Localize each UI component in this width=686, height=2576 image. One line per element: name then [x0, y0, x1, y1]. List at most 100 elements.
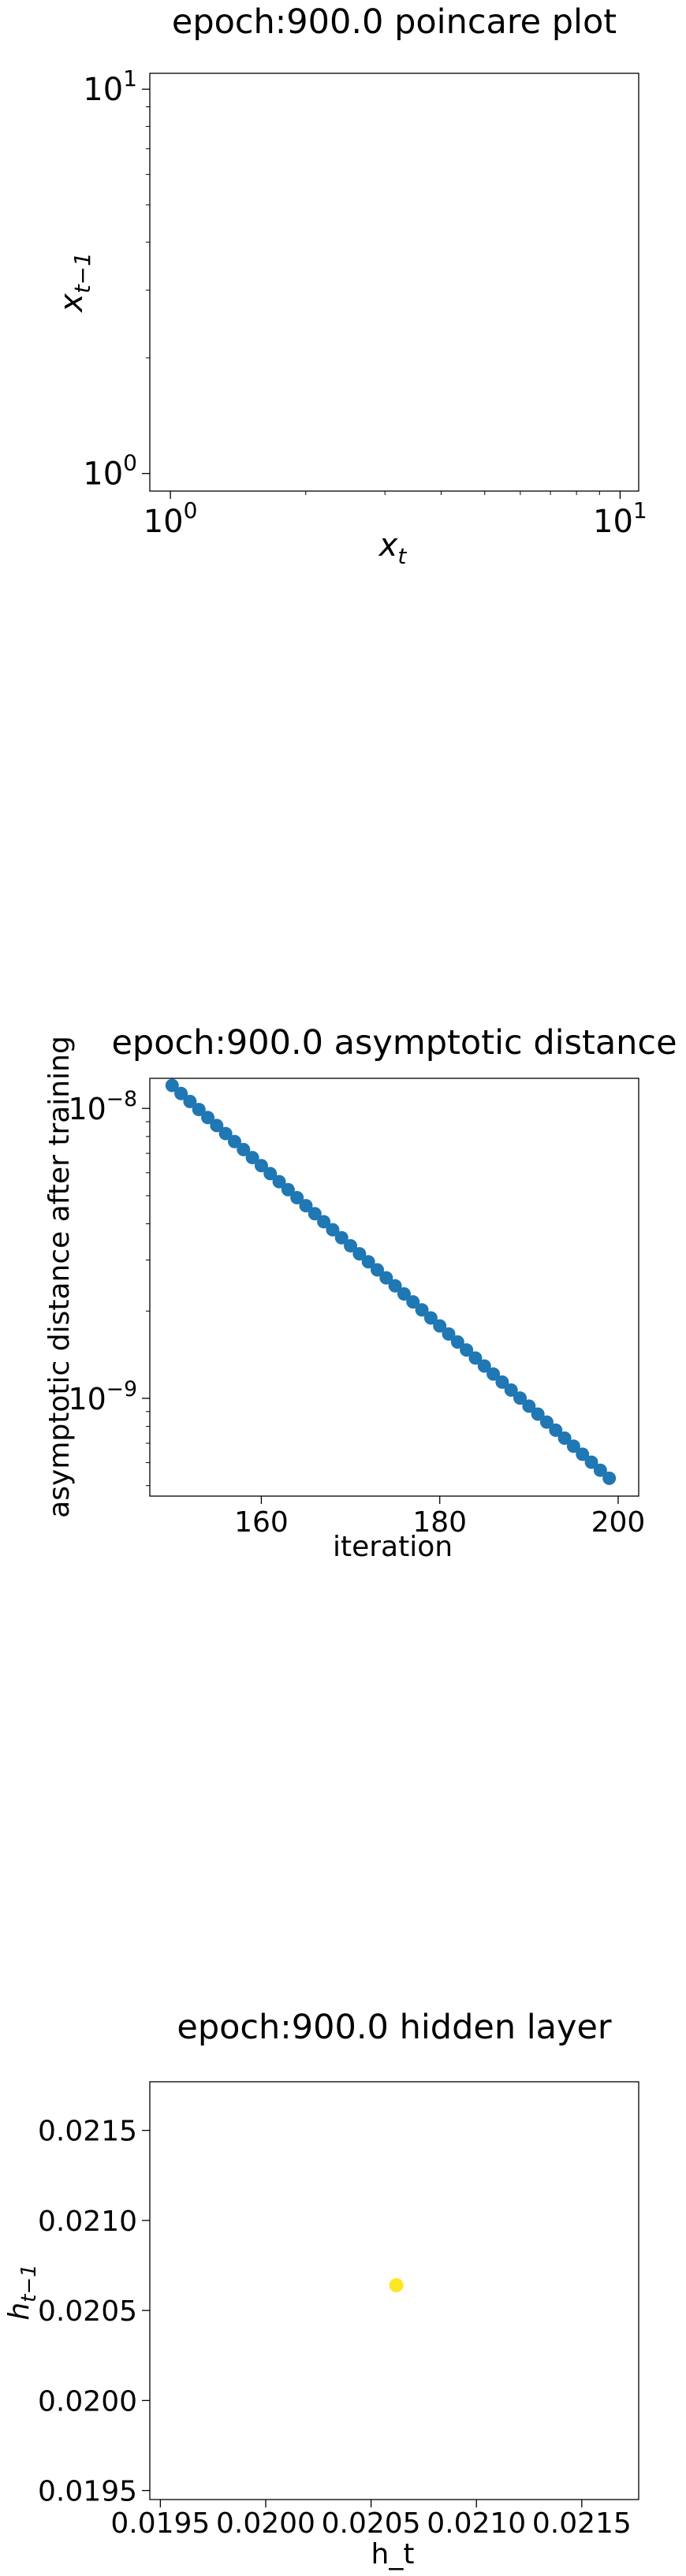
data-point: [317, 1215, 331, 1229]
y-tick-label-exp: −9: [106, 1377, 137, 1402]
y-tick-label-base: 10: [83, 72, 123, 108]
plot-area-frame: [149, 73, 639, 492]
data-point: [308, 1207, 322, 1221]
y-tick-label-base: 10: [68, 1092, 106, 1126]
x-tick-label: 180: [412, 1506, 467, 1539]
data-point: [334, 1230, 349, 1245]
data-point: [477, 1359, 491, 1373]
data-point: [245, 1151, 259, 1165]
chart-title: epoch:900.0 poincare plot: [172, 2, 617, 42]
data-point: [192, 1103, 206, 1117]
data-point: [388, 1279, 402, 1293]
data-point: [539, 1415, 554, 1429]
data-point: [183, 1094, 197, 1108]
data-point: [210, 1119, 224, 1133]
plot-area-frame: [149, 1078, 639, 1497]
y-tick-label-exp: −8: [106, 1087, 137, 1111]
data-point: [566, 1439, 580, 1454]
data-point: [450, 1335, 464, 1349]
data-point: [326, 1223, 340, 1237]
data-point: [442, 1327, 456, 1341]
data-point: [495, 1375, 509, 1389]
chart-title: epoch:900.0 asymptotic distance: [111, 1023, 677, 1063]
hidden-layer-chart: epoch:900.0 hidden layer 0.0195 0.0200 0.0…: [3, 2008, 639, 2570]
y-tick-label-exp: 1: [123, 65, 137, 91]
data-point: [513, 1391, 528, 1405]
data-point: [218, 1126, 233, 1141]
y-tick-label: 0.0200: [38, 2385, 137, 2418]
data-point: [397, 1286, 411, 1301]
data-point: [531, 1407, 545, 1421]
x-tick-label: 0.0210: [427, 2507, 526, 2540]
data-point: [584, 1455, 598, 1469]
x-tick-label: 0.0195: [110, 2507, 210, 2540]
tick-group: 0.0195 0.0200 0.0205 0.0210 0.02150.01950.02…: [38, 2116, 632, 2540]
y-axis-label-sub: t−1: [17, 2264, 41, 2302]
data-point: [389, 2278, 404, 2293]
x-axis-label: iteration: [333, 1531, 453, 1563]
y-axis-label-base: h: [3, 2302, 35, 2321]
y-tick-label: 0.0195: [38, 2476, 137, 2508]
data-point: [504, 1383, 518, 1398]
data-point: [433, 1319, 447, 1333]
chart-title: epoch:900.0 hidden layer: [177, 2008, 612, 2047]
data-point: [281, 1182, 295, 1197]
x-tick-label: 0.0205: [322, 2507, 421, 2540]
x-axis-label: xt: [378, 527, 408, 569]
data-points-group: [165, 1078, 617, 1485]
y-tick-label-base: 10: [68, 1382, 106, 1416]
data-point: [201, 1111, 215, 1125]
plot-area-frame: [149, 2081, 639, 2500]
data-point: [487, 1367, 501, 1381]
data-point: [352, 1247, 367, 1261]
data-point: [460, 1343, 474, 1357]
y-axis-label: ht−1: [3, 2264, 41, 2320]
data-point: [593, 1463, 607, 1477]
y-axis-label: asymptotic distance after training: [43, 1036, 76, 1518]
y-tick-label: 100: [83, 450, 137, 493]
data-point: [549, 1423, 563, 1437]
data-point: [557, 1431, 572, 1446]
data-point: [415, 1303, 429, 1317]
y-tick-label: 101: [83, 65, 137, 108]
data-point: [299, 1199, 313, 1213]
data-point: [344, 1238, 358, 1253]
x-tick-label: 0.0215: [532, 2507, 632, 2540]
data-point: [361, 1255, 375, 1269]
data-point: [165, 1078, 179, 1093]
x-tick-label: 0.0200: [216, 2507, 315, 2540]
x-tick-label-base: 10: [144, 504, 184, 540]
x-axis-label-base: x: [378, 527, 398, 564]
data-point: [576, 1447, 590, 1461]
x-tick-label: 101: [593, 497, 647, 540]
y-tick-label: 0.0210: [38, 2206, 137, 2238]
data-point: [237, 1142, 251, 1156]
data-point: [263, 1167, 278, 1181]
y-tick-label: 10−8: [68, 1087, 137, 1126]
data-point: [227, 1134, 241, 1148]
data-point: [602, 1471, 617, 1485]
y-tick-label-base: 10: [83, 456, 123, 493]
data-points-group: [389, 2278, 404, 2293]
y-axis-label-sub: t−1: [69, 252, 95, 293]
y-axis-label: xt−1: [54, 252, 95, 314]
x-tick-label-exp: 0: [184, 497, 198, 523]
x-axis-label: h_t: [371, 2538, 415, 2570]
y-tick-label: 0.0205: [38, 2295, 137, 2328]
data-point: [371, 1263, 385, 1277]
asymptotic-distance-chart: epoch:900.0 asymptotic distance 160 180 20…: [43, 1023, 677, 1563]
x-tick-label: 160: [234, 1506, 289, 1539]
y-tick-label: 10−9: [68, 1377, 137, 1416]
data-point: [468, 1351, 483, 1365]
y-tick-label: 0.0215: [38, 2116, 137, 2148]
data-point: [254, 1159, 268, 1173]
x-axis-label-sub: t: [397, 543, 407, 569]
x-tick-label-exp: 1: [633, 497, 647, 523]
y-axis-label-base: x: [54, 293, 90, 314]
data-point: [406, 1295, 420, 1309]
x-tick-label: 200: [591, 1506, 646, 1539]
data-point: [522, 1399, 536, 1413]
